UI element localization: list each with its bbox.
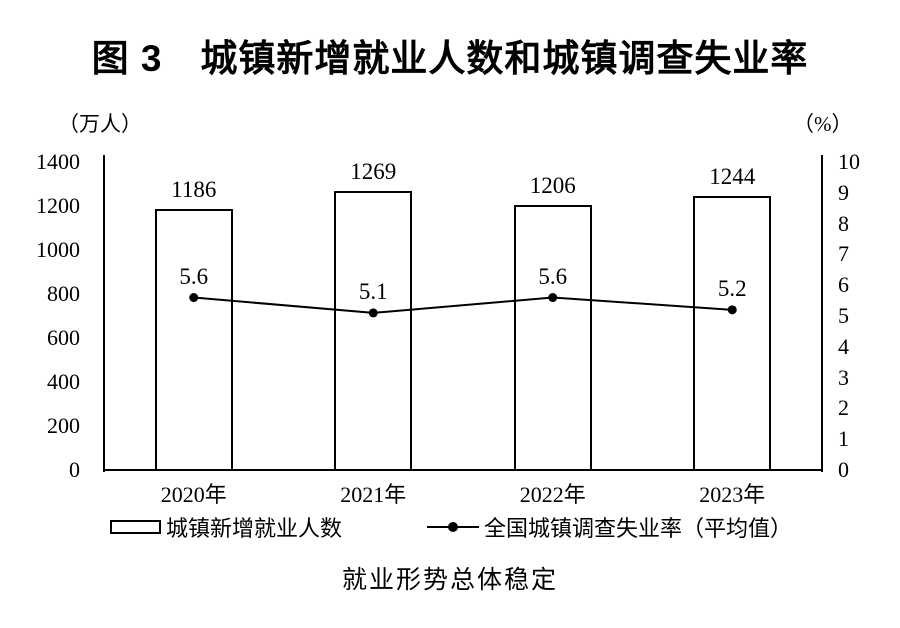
left-axis-tick-label: 1200 xyxy=(36,193,80,218)
legend-item-line-series: 全国城镇调查失业率（平均值） xyxy=(427,513,792,541)
x-axis-line xyxy=(103,469,823,471)
right-axis-tick-label: 4 xyxy=(838,333,849,359)
right-axis-tick-label: 6 xyxy=(838,272,849,298)
bar-value-label: 1186 xyxy=(171,177,217,203)
bar-value-label: 1244 xyxy=(709,164,756,190)
bar-2021年 xyxy=(334,190,413,471)
x-axis-label: 2021年 xyxy=(340,482,407,507)
line-value-label: 5.2 xyxy=(717,275,747,301)
bar-2023年 xyxy=(693,196,772,471)
line-value-label: 5.1 xyxy=(358,278,388,304)
left-axis-unit-label: （万人） xyxy=(58,112,142,136)
right-axis-tick-label: 2 xyxy=(838,395,849,421)
left-axis-line xyxy=(103,155,105,472)
right-axis-tick-label: 5 xyxy=(838,303,849,328)
line-with-dot-swatch-icon xyxy=(427,520,479,534)
bar-2020年 xyxy=(154,209,233,471)
left-axis-tick-label: 200 xyxy=(47,413,80,438)
chart-title: 图 3 城镇新增就业人数和城镇调查失业率 xyxy=(91,38,809,79)
right-axis-tick-label: 9 xyxy=(838,179,849,205)
figure-caption: 就业形势总体稳定 xyxy=(341,567,558,594)
right-axis-tick-label: 3 xyxy=(838,364,849,390)
unemployment-rate-line xyxy=(193,296,733,314)
right-axis-tick-label: 7 xyxy=(838,241,849,267)
right-axis-tick-label: 0 xyxy=(838,457,849,482)
left-axis-tick-label: 800 xyxy=(47,281,80,306)
chart-legend: 城镇新增就业人数 全国城镇调查失业率（平均值） xyxy=(0,513,900,541)
left-axis-tick-label: 600 xyxy=(47,325,80,350)
left-axis-tick-label: 1000 xyxy=(36,237,80,262)
bar-2022年 xyxy=(513,204,592,471)
line-value-label: 5.6 xyxy=(538,263,568,289)
x-axis-label: 2020年 xyxy=(160,482,227,507)
left-axis-tick-label: 0 xyxy=(69,457,80,482)
right-axis-unit-label: （%） xyxy=(793,112,853,136)
left-axis-tick-label: 1400 xyxy=(36,149,80,174)
bar-swatch-icon xyxy=(110,520,161,534)
right-axis-tick-label: 10 xyxy=(838,149,860,174)
bar-value-label: 1206 xyxy=(529,172,576,198)
x-axis-label: 2023年 xyxy=(699,482,766,507)
legend-item-bar-series: 城镇新增就业人数 xyxy=(110,513,342,541)
legend-bar-label: 城镇新增就业人数 xyxy=(166,516,343,541)
right-axis-line xyxy=(821,155,823,472)
line-value-label: 5.6 xyxy=(179,263,209,289)
left-axis-tick-label: 400 xyxy=(47,369,80,394)
right-axis-tick-label: 1 xyxy=(838,426,849,452)
right-axis-tick-label: 8 xyxy=(838,210,849,236)
x-axis-label: 2022年 xyxy=(519,482,586,507)
bar-value-label: 1269 xyxy=(350,158,397,184)
legend-line-label: 全国城镇调查失业率（平均值） xyxy=(484,516,793,541)
